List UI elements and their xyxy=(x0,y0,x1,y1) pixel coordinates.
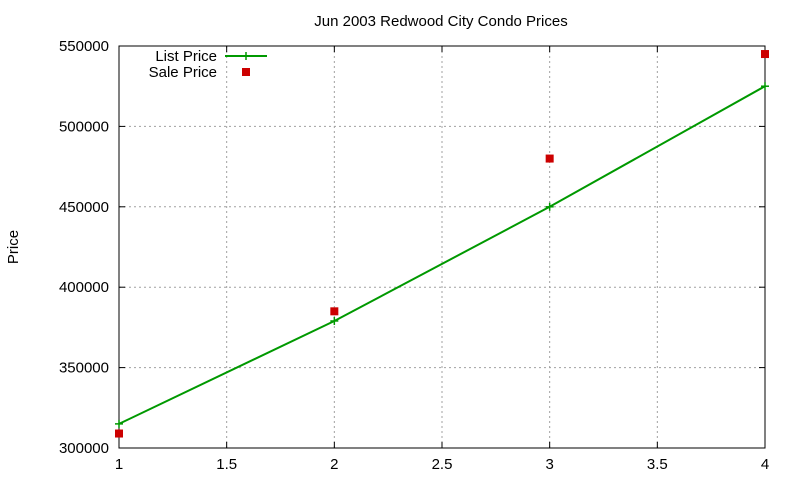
legend-label-sale-price: Sale Price xyxy=(149,64,217,81)
list-price-point xyxy=(115,419,123,428)
sale-price-point xyxy=(761,50,769,59)
x-tick-label: 1.5 xyxy=(216,456,237,473)
legend-marker-list-price xyxy=(242,52,250,60)
axis-ticks: 1 1.5 2 2.5 3 3.5 4 300000 350000 400000 450000 500… xyxy=(59,38,769,473)
y-tick-label: 450000 xyxy=(59,199,109,216)
y-tick-label: 300000 xyxy=(59,440,109,457)
y-axis-label: Price xyxy=(5,230,22,264)
y-tick-label: 400000 xyxy=(59,279,109,296)
sale-price-series xyxy=(115,50,769,438)
legend-marker-sale-price xyxy=(242,68,250,76)
sale-price-point xyxy=(115,429,123,438)
series-layer xyxy=(115,50,769,438)
x-tick-label: 2 xyxy=(330,456,338,473)
x-tick-label: 2.5 xyxy=(432,456,453,473)
x-tick-label: 1 xyxy=(115,456,123,473)
grid xyxy=(119,46,765,448)
y-tick-label: 550000 xyxy=(59,38,109,55)
sale-price-point xyxy=(330,307,339,316)
legend-item-sale-price: Sale Price xyxy=(149,64,250,81)
x-tick-label: 3 xyxy=(545,456,553,473)
list-price-point xyxy=(545,202,554,211)
chart-title: Jun 2003 Redwood City Condo Prices xyxy=(314,13,567,30)
sale-price-point xyxy=(545,154,554,163)
x-tick-label: 4 xyxy=(761,456,769,473)
list-price-series xyxy=(115,82,769,428)
legend-label-list-price: List Price xyxy=(155,48,217,65)
list-price-point xyxy=(330,316,339,325)
x-tick-label: 3.5 xyxy=(647,456,668,473)
legend-item-list-price: List Price xyxy=(155,48,267,65)
y-tick-label: 500000 xyxy=(59,118,109,135)
list-price-line xyxy=(118,85,766,425)
list-price-point xyxy=(761,82,769,91)
y-tick-label: 350000 xyxy=(59,360,109,377)
